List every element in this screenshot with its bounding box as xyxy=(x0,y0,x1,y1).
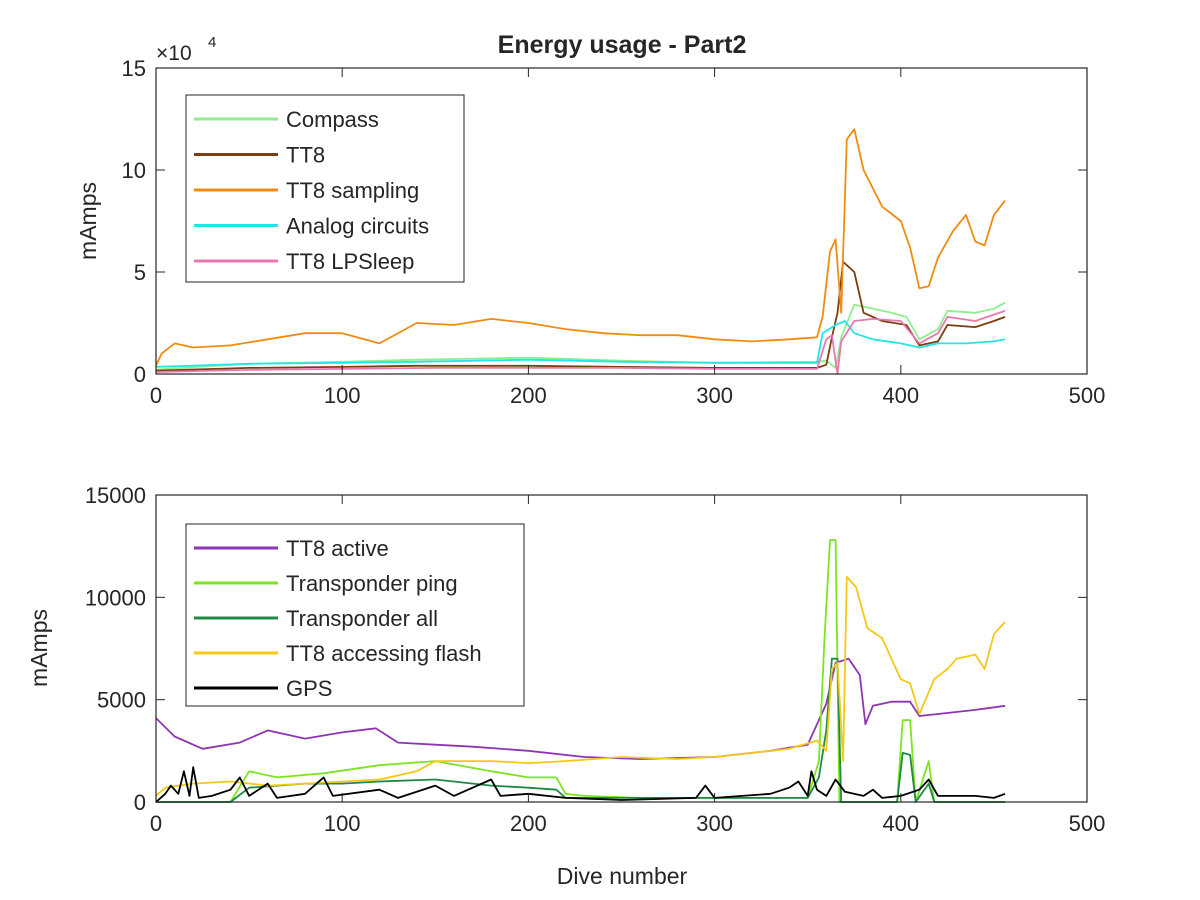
x-tick-label: 200 xyxy=(510,811,547,836)
x-tick-label: 400 xyxy=(882,811,919,836)
legend: TT8 active Transponder ping Transponder al… xyxy=(185,523,525,707)
chart-title: Energy usage - Part2 xyxy=(498,31,747,59)
chart-energy-bottom: mAmps Dive number 0 100 200 300 400 500050001… xyxy=(26,483,1105,889)
plot-frame xyxy=(155,494,1088,803)
series-line-transponder-all xyxy=(156,657,1006,803)
x-tick-label: 100 xyxy=(324,811,361,836)
x-tick-label: 500 xyxy=(1069,811,1106,836)
x-tick-label: 200 xyxy=(510,383,547,408)
y-axis-label: mAmps xyxy=(75,182,101,260)
series-line-tt8-accessing-flash xyxy=(155,576,1006,797)
x-tick-label: 0 xyxy=(150,811,162,836)
legend-label: Transponder ping xyxy=(286,571,458,596)
legend: Compass TT8 TT8 sampling Analog circuits TT8… xyxy=(185,94,465,283)
x-tick-label: 300 xyxy=(696,383,733,408)
series-line-tt8-lpsleep xyxy=(155,309,1006,375)
y-tick-label: 15 xyxy=(122,56,146,81)
y-tick-label: 5000 xyxy=(97,688,146,713)
x-tick-label: 100 xyxy=(324,383,361,408)
y-tick-label: 15000 xyxy=(85,483,146,508)
y-tick-label: 0 xyxy=(134,790,146,815)
x-tick-label: 500 xyxy=(1069,383,1106,408)
legend-label: Analog circuits xyxy=(286,214,429,239)
x-tick-label: 400 xyxy=(882,383,919,408)
legend-label: TT8 accessing flash xyxy=(286,641,482,666)
series-line-gps xyxy=(155,766,1006,803)
x-axis-label: Dive number xyxy=(557,863,688,889)
y-tick-label: 5 xyxy=(134,260,146,285)
x-tick-label: 0 xyxy=(150,383,162,408)
legend-box xyxy=(185,523,525,707)
x-tick-label: 300 xyxy=(696,811,733,836)
legend-label: GPS xyxy=(286,676,332,701)
series-layer xyxy=(155,128,1006,375)
series-line-compass xyxy=(155,301,1006,371)
legend-label: TT8 xyxy=(286,143,325,168)
legend-label: TT8 sampling xyxy=(286,178,419,203)
tick-layer: 0 100 200 300 400 500 0 5 10 15 xyxy=(122,56,1106,408)
plot-frame xyxy=(155,67,1088,375)
y-exponent-power: 4 xyxy=(208,34,216,51)
y-axis-label: mAmps xyxy=(26,609,52,687)
y-tick-label: 0 xyxy=(134,362,146,387)
chart-energy-top: Energy usage - Part2 ×10 4 mAmps 0 100 200… xyxy=(75,31,1105,408)
y-tick-label: 10000 xyxy=(85,585,146,610)
legend-label: Compass xyxy=(286,107,379,132)
legend-label: TT8 active xyxy=(286,536,389,561)
series-line-tt8-sampling xyxy=(155,128,1006,367)
legend-label: TT8 LPSleep xyxy=(286,249,414,274)
series-line-analog-circuits xyxy=(155,320,1006,368)
y-tick-label: 10 xyxy=(122,158,146,183)
series-line-tt8 xyxy=(155,260,1006,372)
legend-label: Transponder all xyxy=(286,606,438,631)
y-exponent-base: ×10 xyxy=(156,42,192,65)
